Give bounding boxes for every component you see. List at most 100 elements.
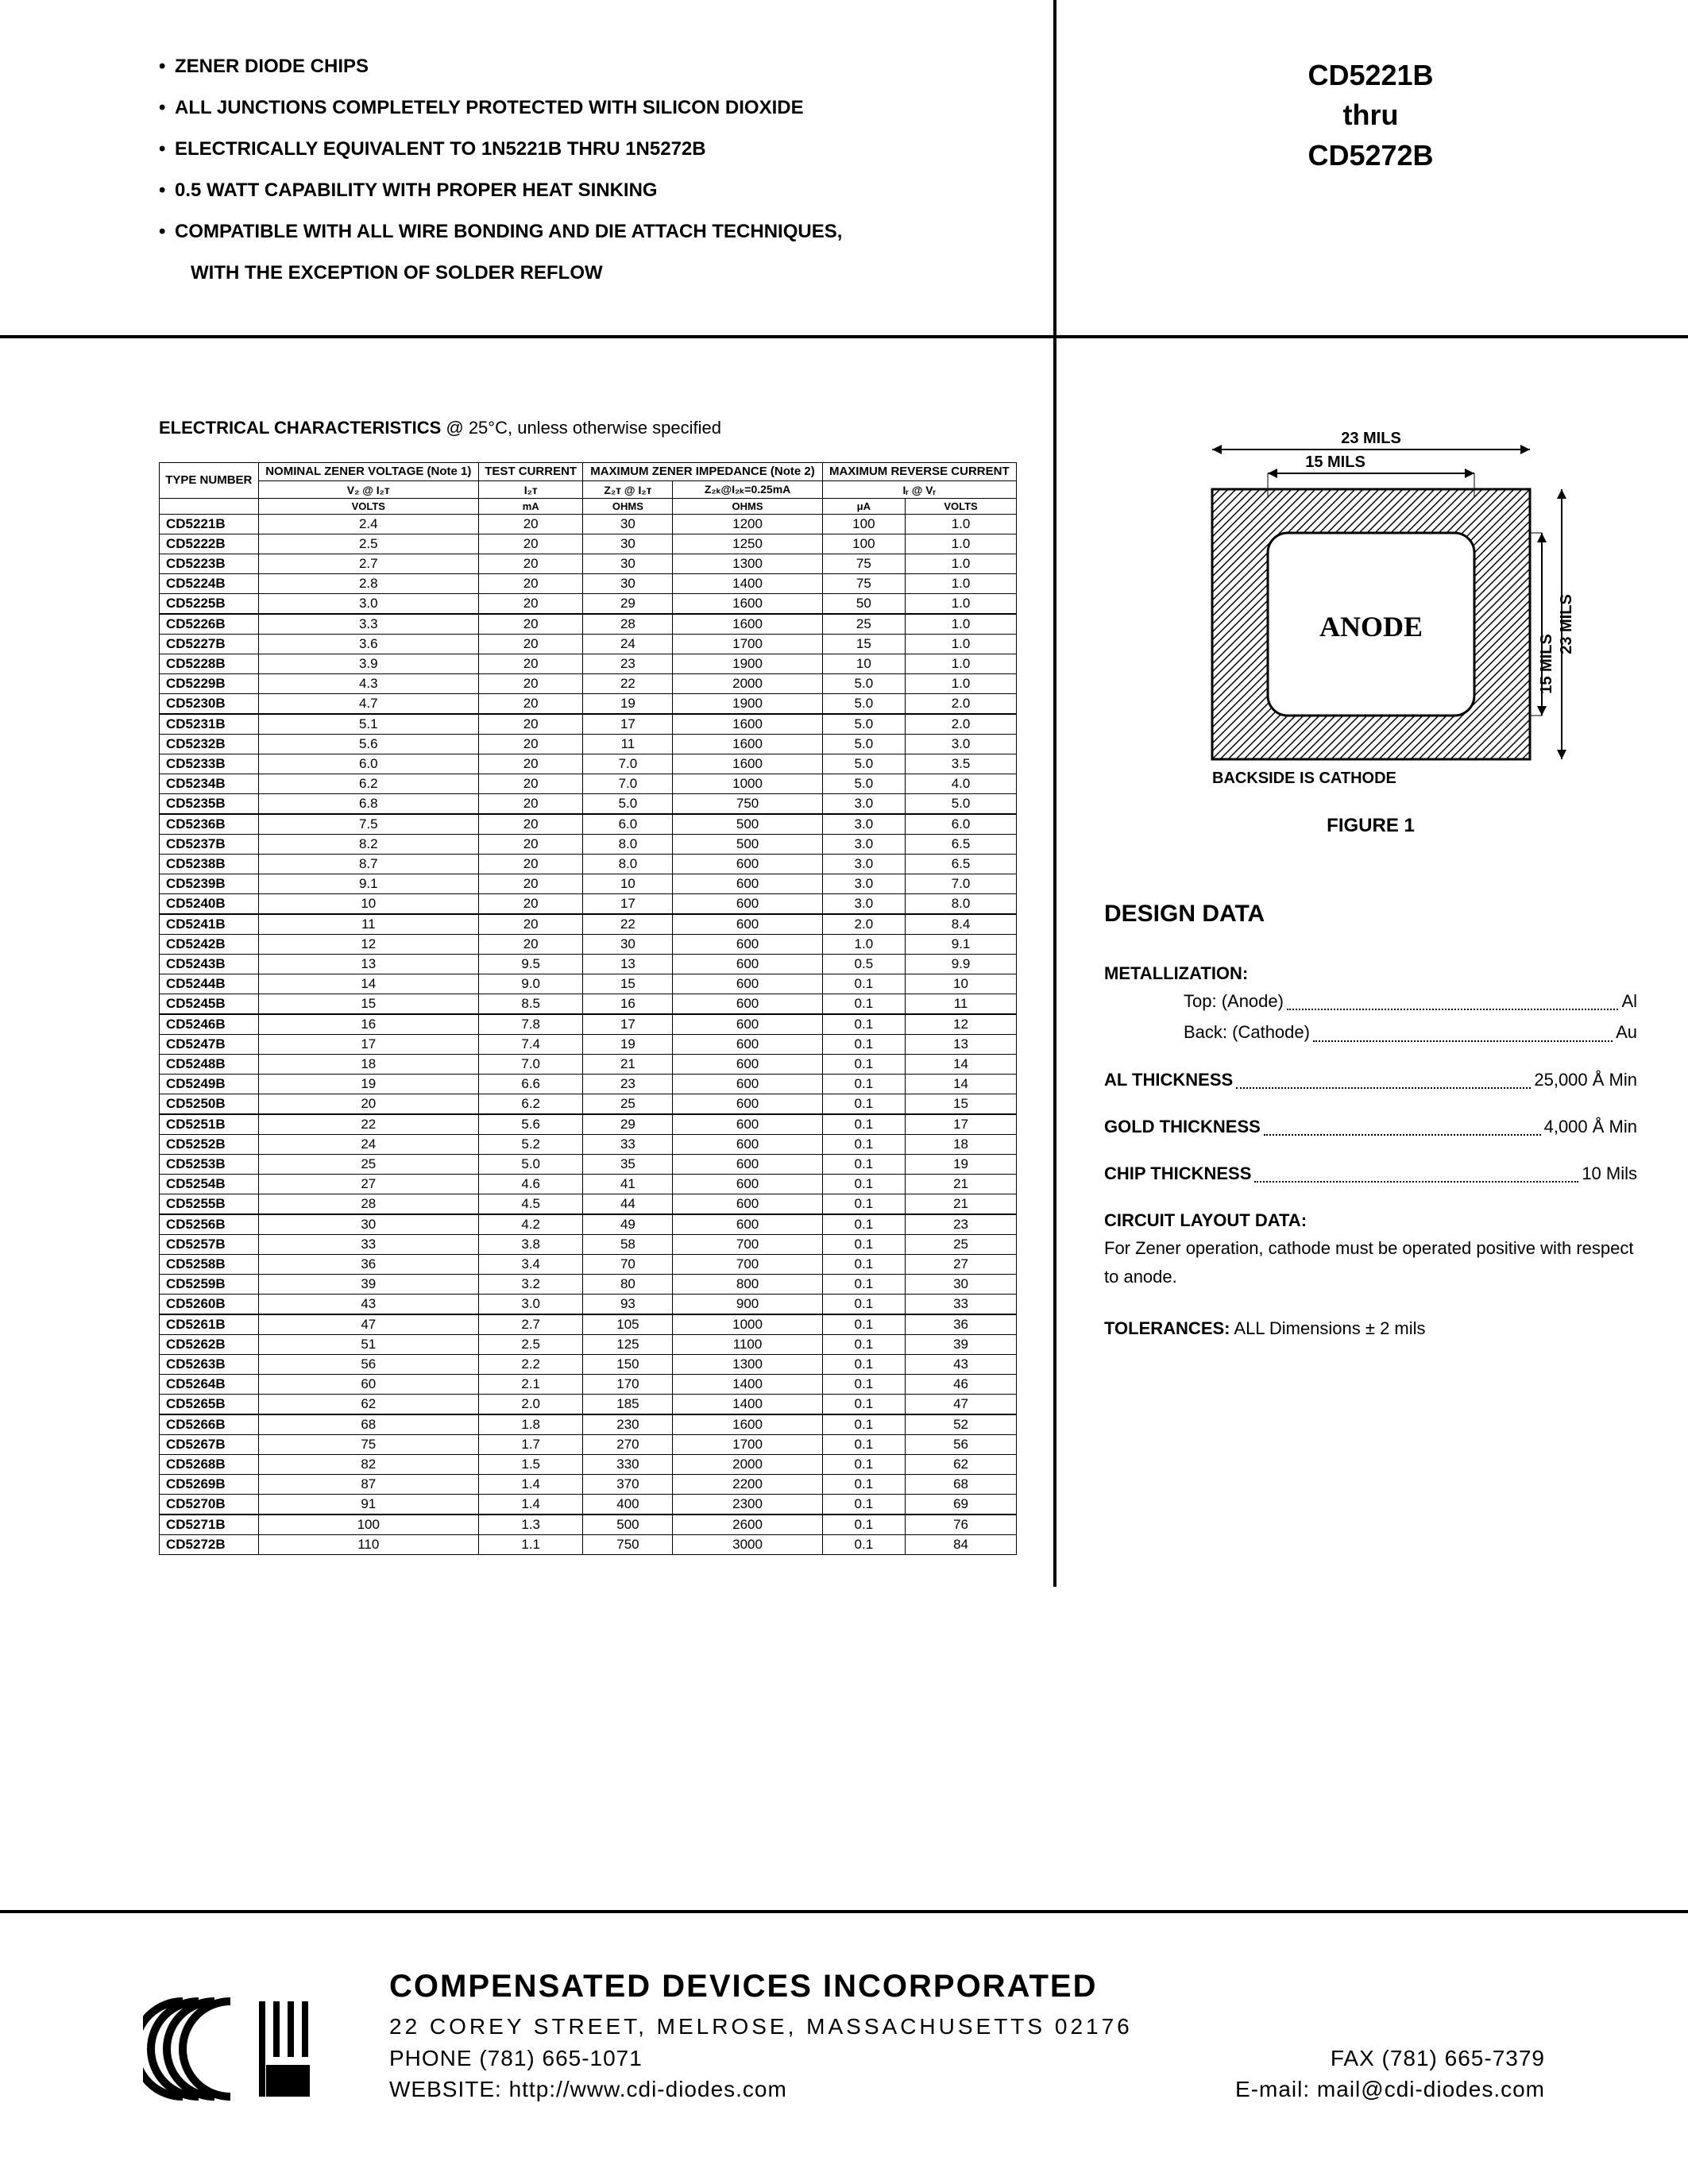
- table-cell: 1600: [673, 1414, 822, 1435]
- table-cell: CD5245B: [160, 994, 259, 1015]
- design-row: Top: (Anode)Al: [1184, 987, 1637, 1015]
- table-cell: 5.6: [258, 735, 478, 754]
- table-cell: 3.0: [822, 855, 905, 874]
- table-cell: CD5269B: [160, 1475, 259, 1495]
- table-cell: 3.2: [479, 1275, 583, 1295]
- table-cell: 1600: [673, 614, 822, 635]
- table-cell: CD5239B: [160, 874, 259, 894]
- table-cell: 56: [258, 1355, 478, 1375]
- table-cell: 7.0: [479, 1055, 583, 1075]
- table-cell: 20: [479, 814, 583, 835]
- table-cell: 25: [258, 1155, 478, 1175]
- table-cell: 3.3: [258, 614, 478, 635]
- table-cell: CD5231B: [160, 714, 259, 735]
- table-cell: 2200: [673, 1475, 822, 1495]
- table-cell: 9.1: [906, 935, 1017, 955]
- table-cell: 19: [583, 694, 673, 715]
- table-cell: 600: [673, 1135, 822, 1155]
- table-cell: CD5236B: [160, 814, 259, 835]
- characteristics-title-bold: ELECTRICAL CHARACTERISTICS: [159, 418, 441, 438]
- table-cell: 4.5: [479, 1194, 583, 1215]
- characteristics-title-rest: @ 25°C, unless otherwise specified: [441, 418, 721, 438]
- table-cell: 56: [906, 1435, 1017, 1455]
- table-cell: 0.1: [822, 1335, 905, 1355]
- table-cell: 1.0: [906, 635, 1017, 654]
- table-cell: 69: [906, 1495, 1017, 1515]
- table-cell: 2.0: [906, 694, 1017, 715]
- table-cell: 2.0: [822, 914, 905, 935]
- table-cell: 750: [673, 794, 822, 815]
- table-cell: 0.1: [822, 1475, 905, 1495]
- table-cell: 1.1: [479, 1535, 583, 1555]
- table-cell: CD5241B: [160, 914, 259, 935]
- table-cell: 0.1: [822, 1355, 905, 1375]
- table-cell: 1.0: [906, 614, 1017, 635]
- table-row: CD5224B2.820301400751.0: [160, 574, 1017, 594]
- table-cell: 9.9: [906, 955, 1017, 974]
- table-cell: 21: [906, 1175, 1017, 1194]
- feature-item-cont: WITH THE EXCEPTION OF SOLDER REFLOW: [159, 262, 1022, 284]
- feature-item: ALL JUNCTIONS COMPLETELY PROTECTED WITH …: [159, 97, 1022, 119]
- table-cell: 80: [583, 1275, 673, 1295]
- table-cell: 6.5: [906, 835, 1017, 855]
- table-cell: 3.0: [906, 735, 1017, 754]
- table-cell: 600: [673, 1194, 822, 1215]
- table-cell: CD5252B: [160, 1135, 259, 1155]
- unit-cell: OHMS: [673, 499, 822, 515]
- circuit-label: CIRCUIT LAYOUT DATA:: [1104, 1206, 1637, 1234]
- table-row: CD5230B4.7201919005.02.0: [160, 694, 1017, 715]
- table-cell: 33: [583, 1135, 673, 1155]
- table-row: CD5248B187.0216000.114: [160, 1055, 1017, 1075]
- table-cell: 6.2: [258, 774, 478, 794]
- table-cell: 1.0: [906, 654, 1017, 674]
- table-cell: 1.0: [906, 515, 1017, 534]
- table-cell: 230: [583, 1414, 673, 1435]
- table-row: CD5272B1101.175030000.184: [160, 1535, 1017, 1555]
- table-cell: 9.5: [479, 955, 583, 974]
- feature-item: 0.5 WATT CAPABILITY WITH PROPER HEAT SIN…: [159, 179, 1022, 202]
- table-row: CD5237B8.2208.05003.06.5: [160, 835, 1017, 855]
- col-header-voltage: NOMINAL ZENER VOLTAGE (Note 1): [258, 463, 478, 481]
- table-row: CD5263B562.215013000.143: [160, 1355, 1017, 1375]
- table-cell: 30: [583, 574, 673, 594]
- table-cell: CD5228B: [160, 654, 259, 674]
- table-row: CD5256B304.2496000.123: [160, 1214, 1017, 1235]
- table-cell: 4.7: [258, 694, 478, 715]
- table-cell: 0.1: [822, 1214, 905, 1235]
- table-cell: CD5233B: [160, 754, 259, 774]
- table-cell: 19: [906, 1155, 1017, 1175]
- table-cell: 100: [822, 534, 905, 554]
- table-cell: 0.1: [822, 1495, 905, 1515]
- table-cell: 185: [583, 1395, 673, 1415]
- table-row: CD5264B602.117014000.146: [160, 1375, 1017, 1395]
- table-cell: CD5267B: [160, 1435, 259, 1455]
- table-cell: 1100: [673, 1335, 822, 1355]
- table-cell: 1.0: [906, 554, 1017, 574]
- table-cell: 600: [673, 1214, 822, 1235]
- table-cell: 30: [583, 515, 673, 534]
- table-cell: 3.0: [479, 1295, 583, 1315]
- table-cell: 14: [258, 974, 478, 994]
- table-cell: 23: [906, 1214, 1017, 1235]
- table-cell: 1250: [673, 534, 822, 554]
- table-cell: 24: [258, 1135, 478, 1155]
- table-cell: 15: [258, 994, 478, 1015]
- table-cell: 6.0: [906, 814, 1017, 835]
- table-row: CD5267B751.727017000.156: [160, 1435, 1017, 1455]
- table-cell: CD5255B: [160, 1194, 259, 1215]
- table-row: CD5270B911.440023000.169: [160, 1495, 1017, 1515]
- table-cell: CD5250B: [160, 1094, 259, 1115]
- table-cell: CD5247B: [160, 1035, 259, 1055]
- table-cell: 600: [673, 1075, 822, 1094]
- table-cell: 1600: [673, 714, 822, 735]
- table-cell: 29: [583, 594, 673, 615]
- table-cell: 39: [906, 1335, 1017, 1355]
- table-cell: 46: [906, 1375, 1017, 1395]
- table-cell: CD5259B: [160, 1275, 259, 1295]
- table-cell: 5.0: [822, 774, 905, 794]
- table-cell: 5.6: [479, 1114, 583, 1135]
- table-cell: 1.0: [906, 674, 1017, 694]
- table-cell: CD5237B: [160, 835, 259, 855]
- table-cell: CD5265B: [160, 1395, 259, 1415]
- table-cell: 0.1: [822, 1035, 905, 1055]
